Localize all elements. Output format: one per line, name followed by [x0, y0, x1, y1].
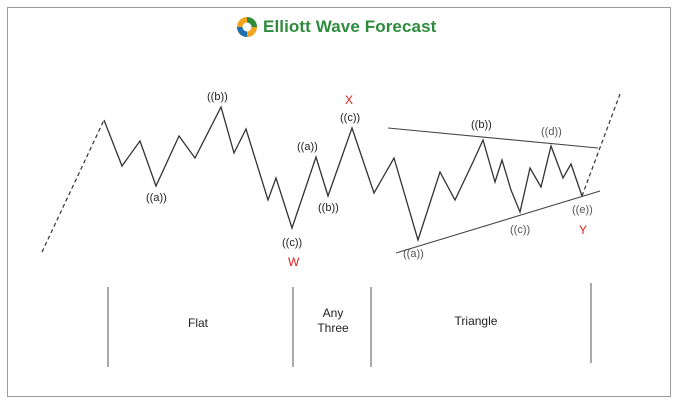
label-tri-c: ((c)) [510, 224, 530, 236]
label-flat-a: ((a)) [146, 192, 167, 204]
triangle-upper-trendline [388, 128, 598, 148]
entry-dashed-line [42, 120, 104, 252]
label-tri-e: ((e)) [572, 204, 593, 216]
label-flat-b: ((b)) [207, 91, 228, 103]
label-y: Y [579, 223, 587, 237]
wave-path [104, 107, 582, 240]
label-w-c: ((c)) [282, 237, 302, 249]
label-tri-a: ((a)) [403, 248, 424, 260]
label-tri-d: ((d)) [541, 126, 562, 138]
label-three-a: ((a)) [297, 141, 318, 153]
label-three-c: ((c)) [340, 112, 360, 124]
label-tri-b: ((b)) [471, 119, 492, 131]
label-three-b: ((b)) [318, 202, 339, 214]
section-triangle-text: Triangle [455, 314, 498, 328]
section-any-three-line2: Three [304, 321, 362, 336]
section-flat-text: Flat [188, 316, 208, 330]
section-flat-label: Flat [168, 316, 228, 331]
label-w: W [288, 255, 300, 269]
triangle-lower-trendline [396, 191, 600, 253]
label-x: X [345, 93, 353, 107]
section-any-three-line1: Any [304, 306, 362, 321]
exit-dashed-line [582, 94, 620, 196]
section-any-three-label: Any Three [304, 306, 362, 336]
section-triangle-label: Triangle [440, 314, 512, 329]
